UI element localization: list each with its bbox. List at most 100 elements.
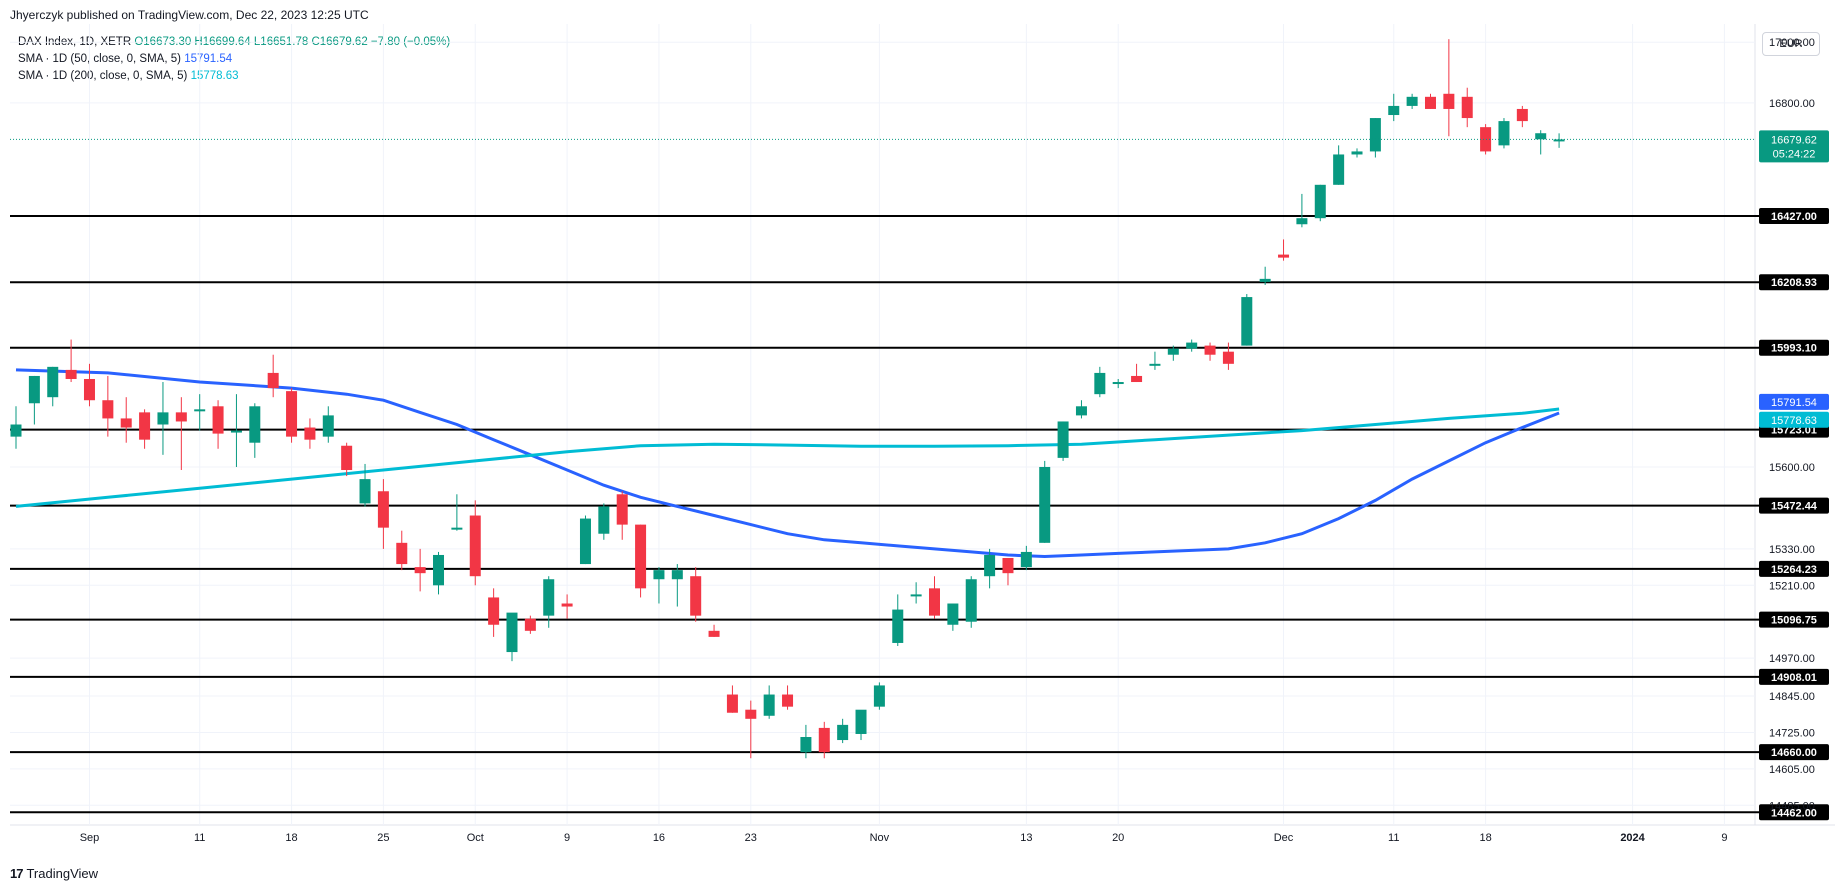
x-tick-label: Dec: [1274, 832, 1294, 844]
candle-up: [855, 709, 867, 734]
candle-up: [157, 412, 169, 425]
candle-up: [1314, 184, 1326, 219]
level-tag: [1759, 744, 1829, 761]
level-tag-label: 15472.44: [1771, 501, 1818, 513]
candle-up: [579, 518, 591, 565]
candle-down: [139, 412, 151, 440]
x-tick-label: 13: [1020, 832, 1032, 844]
y-tick-label: 16800.00: [1769, 98, 1815, 110]
sma50-line: [15, 368, 1560, 559]
x-tick-label: 9: [1721, 832, 1727, 844]
x-tick-label: 11: [1388, 832, 1399, 844]
candle-down: [469, 515, 481, 577]
candle-down: [1443, 93, 1455, 109]
y-tick-label: 17000.00: [1769, 37, 1815, 49]
candle-up: [1020, 551, 1032, 568]
level-tag-label: 16427.00: [1771, 211, 1817, 223]
candle-down: [267, 372, 279, 389]
candle-up: [947, 603, 959, 625]
sma200-value: 15778.63: [190, 70, 239, 82]
candle-up: [1351, 151, 1363, 155]
candle-up: [433, 554, 445, 586]
chart-legend: DAX Index, 1D, XETR O16673.30 H16699.64 …: [18, 34, 450, 85]
last-price-line: 16679.62 05:24:22: [10, 130, 1829, 163]
x-tick-label: 23: [745, 832, 757, 844]
candle-up: [543, 579, 555, 616]
x-tick-label: Sep: [80, 832, 100, 844]
candle-up: [506, 612, 518, 653]
candle-up: [1057, 421, 1069, 458]
candle-up: [598, 506, 610, 534]
x-tick-label: 16: [653, 832, 665, 844]
y-tick-label: 15210.00: [1769, 580, 1815, 592]
level-tag: [1759, 560, 1829, 577]
legend-sma50-row[interactable]: SMA · 1D (50, close, 0, SMA, 5) 15791.54: [18, 51, 450, 68]
y-tick-label: 14845.00: [1769, 691, 1815, 703]
candle-up: [10, 424, 22, 437]
candle-up: [1112, 382, 1124, 385]
candle-up: [653, 570, 665, 580]
candle-up: [965, 579, 977, 622]
candle-up: [1149, 363, 1161, 366]
level-tag: [1759, 611, 1829, 628]
candle-up: [1498, 121, 1510, 146]
sma200-label: SMA · 1D (200, close, 0, SMA, 5): [18, 70, 188, 82]
candle-up: [249, 406, 261, 443]
candle-down: [304, 427, 316, 440]
legend-sma200-row[interactable]: SMA · 1D (200, close, 0, SMA, 5) 15778.6…: [18, 68, 450, 85]
level-tag: [1759, 339, 1829, 356]
candle-down: [745, 709, 757, 719]
level-tag: [1759, 497, 1829, 514]
y-tick-label: 14485.00: [1769, 800, 1815, 812]
candle-down: [616, 494, 628, 525]
candle-up: [451, 527, 463, 530]
level-tag: [1759, 208, 1829, 225]
currency-button[interactable]: EUR: [1762, 32, 1820, 56]
tradingview-logo[interactable]: 17 TradingView: [10, 866, 98, 881]
price-axis: 17000.00 16800.00 15600.00 15330.00 15210.00…: [1759, 37, 1829, 812]
sma-tag-label: 15791.54: [1771, 397, 1817, 409]
candle-down: [377, 491, 389, 528]
candle-up: [1333, 154, 1345, 185]
x-tick-label: 18: [1479, 832, 1491, 844]
candle-up: [359, 479, 371, 504]
candle-down: [414, 567, 426, 574]
candle-up: [1535, 133, 1547, 140]
candle-up: [671, 570, 683, 580]
publisher-caption: Jhyerczyk published on TradingView.com, …: [10, 8, 369, 22]
candle-down: [83, 378, 95, 401]
y-tick-label: 15600.00: [1769, 462, 1815, 474]
candle-down: [286, 391, 298, 437]
candle-up: [194, 409, 206, 412]
level-tag: [1759, 668, 1829, 685]
candle-down: [818, 727, 830, 753]
candle-up: [230, 430, 242, 433]
candle-down: [1131, 375, 1143, 383]
candle-up: [910, 594, 922, 597]
candle-up: [800, 737, 812, 753]
sma-tag: [1759, 393, 1829, 410]
candle-up: [28, 375, 40, 404]
candle-down: [65, 369, 77, 379]
x-tick-label: 20: [1112, 832, 1124, 844]
moving-averages: [15, 368, 1560, 559]
tradingview-wordmark: TradingView: [26, 866, 99, 881]
candle-down: [1002, 558, 1014, 574]
y-tick-label: 15330.00: [1769, 544, 1815, 556]
candle-down: [929, 588, 940, 616]
candle-down: [1278, 254, 1290, 258]
candle-up: [1259, 278, 1271, 282]
x-tick-label: 18: [285, 832, 297, 844]
candle-down: [396, 542, 408, 565]
candle-up: [892, 609, 904, 643]
candle-down: [120, 418, 132, 428]
candle-up: [763, 694, 775, 716]
candle-up: [837, 724, 849, 741]
candle-up: [1388, 105, 1400, 116]
y-tick-label: 14605.00: [1769, 764, 1815, 776]
grid-lines: [10, 24, 1835, 826]
candle-up: [1039, 466, 1051, 543]
sma-tag: [1759, 411, 1829, 428]
candlesticks: [10, 39, 1565, 759]
